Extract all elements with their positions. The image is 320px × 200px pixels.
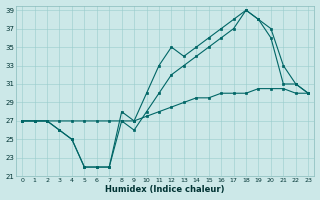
X-axis label: Humidex (Indice chaleur): Humidex (Indice chaleur): [106, 185, 225, 194]
